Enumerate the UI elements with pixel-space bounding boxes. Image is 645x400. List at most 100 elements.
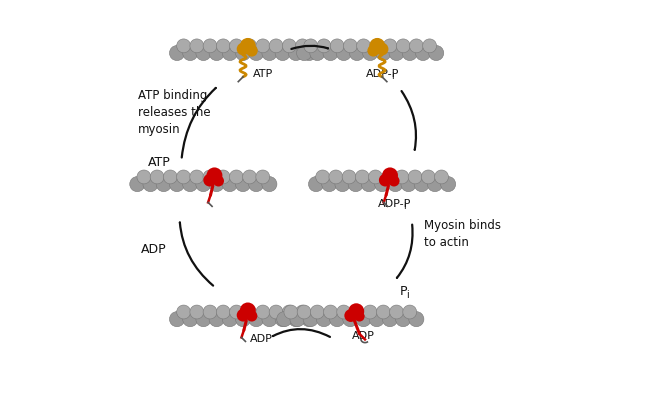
Circle shape — [295, 305, 310, 319]
Circle shape — [363, 305, 377, 319]
Circle shape — [209, 46, 224, 60]
Circle shape — [262, 46, 277, 60]
Circle shape — [237, 43, 250, 56]
Circle shape — [303, 312, 318, 327]
Circle shape — [183, 176, 197, 192]
Circle shape — [388, 176, 403, 192]
Circle shape — [230, 305, 243, 319]
Circle shape — [156, 176, 172, 192]
Circle shape — [277, 312, 292, 327]
FancyArrowPatch shape — [292, 46, 328, 49]
Circle shape — [235, 312, 251, 327]
Circle shape — [183, 312, 198, 327]
Circle shape — [209, 176, 224, 192]
Circle shape — [441, 176, 455, 192]
Text: Myosin binds
to actin: Myosin binds to actin — [424, 219, 501, 249]
Circle shape — [269, 39, 283, 53]
Text: ATP: ATP — [253, 69, 273, 79]
Circle shape — [304, 39, 318, 53]
Circle shape — [343, 39, 357, 53]
Circle shape — [428, 176, 442, 192]
Text: ATP: ATP — [148, 156, 171, 169]
Circle shape — [389, 46, 404, 60]
Circle shape — [435, 170, 448, 184]
Circle shape — [256, 39, 270, 53]
Circle shape — [395, 170, 409, 184]
Circle shape — [177, 305, 190, 319]
Text: i: i — [404, 202, 406, 211]
Circle shape — [190, 305, 204, 319]
Circle shape — [369, 312, 384, 327]
FancyArrowPatch shape — [180, 222, 213, 286]
Circle shape — [342, 312, 358, 327]
Text: i: i — [406, 290, 409, 300]
Circle shape — [344, 309, 357, 322]
Circle shape — [246, 310, 257, 322]
Circle shape — [323, 46, 338, 60]
Circle shape — [322, 176, 337, 192]
Circle shape — [382, 170, 395, 184]
Circle shape — [295, 39, 310, 53]
Circle shape — [362, 46, 378, 60]
Circle shape — [196, 312, 211, 327]
Circle shape — [143, 176, 158, 192]
Circle shape — [396, 39, 410, 53]
Circle shape — [342, 170, 356, 184]
Circle shape — [262, 312, 277, 327]
Circle shape — [246, 45, 258, 57]
Circle shape — [170, 176, 184, 192]
Circle shape — [330, 39, 344, 53]
Circle shape — [249, 312, 264, 327]
Text: P: P — [400, 285, 408, 298]
Circle shape — [370, 38, 385, 54]
Circle shape — [249, 46, 264, 60]
Circle shape — [401, 176, 416, 192]
Circle shape — [206, 168, 223, 183]
Circle shape — [235, 176, 250, 192]
Circle shape — [414, 176, 430, 192]
Circle shape — [317, 39, 331, 53]
Circle shape — [357, 39, 370, 53]
Circle shape — [375, 176, 390, 192]
Circle shape — [348, 303, 364, 319]
Circle shape — [243, 170, 257, 184]
Text: ADP-P: ADP-P — [366, 69, 399, 79]
Circle shape — [137, 170, 151, 184]
Circle shape — [370, 39, 384, 53]
Circle shape — [408, 170, 422, 184]
Circle shape — [415, 46, 431, 60]
Circle shape — [283, 305, 296, 319]
Circle shape — [422, 39, 437, 53]
Circle shape — [356, 312, 371, 327]
FancyArrowPatch shape — [182, 88, 216, 158]
Text: i: i — [392, 72, 394, 81]
Text: ADP: ADP — [141, 243, 166, 256]
Text: ATP binding
releases the
myosin: ATP binding releases the myosin — [138, 89, 210, 136]
Circle shape — [183, 46, 198, 60]
Circle shape — [410, 39, 423, 53]
Circle shape — [402, 305, 417, 319]
Circle shape — [243, 305, 257, 319]
Circle shape — [329, 170, 342, 184]
Circle shape — [310, 46, 325, 60]
Circle shape — [302, 312, 317, 327]
FancyArrowPatch shape — [273, 329, 330, 337]
Circle shape — [196, 46, 211, 60]
Circle shape — [337, 305, 351, 319]
Circle shape — [290, 312, 305, 327]
Circle shape — [203, 170, 217, 184]
Circle shape — [335, 176, 350, 192]
Circle shape — [379, 174, 392, 186]
Circle shape — [230, 170, 243, 184]
Circle shape — [248, 176, 264, 192]
FancyArrowPatch shape — [397, 225, 413, 278]
Circle shape — [368, 45, 379, 57]
Circle shape — [170, 312, 184, 327]
Circle shape — [350, 46, 364, 60]
Circle shape — [284, 305, 298, 319]
Circle shape — [275, 312, 290, 327]
Text: ADP-P: ADP-P — [378, 199, 412, 209]
Circle shape — [216, 305, 230, 319]
Text: ADP: ADP — [352, 331, 375, 341]
Circle shape — [223, 46, 237, 60]
